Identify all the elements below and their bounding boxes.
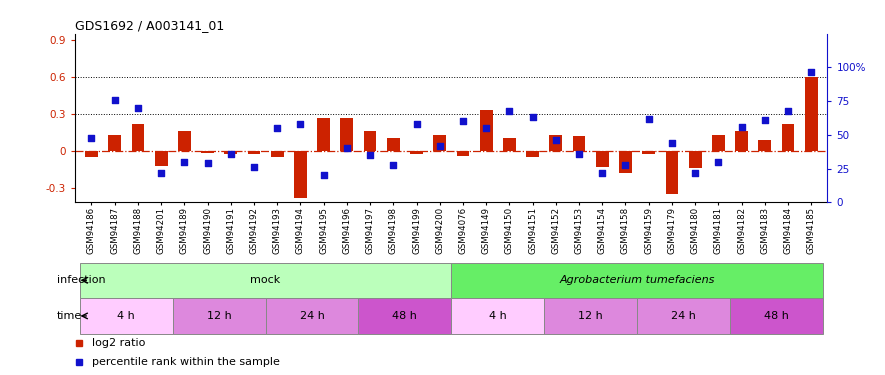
Point [804,69,819,75]
Point [549,137,563,143]
Bar [527,151,539,157]
Bar [108,135,121,151]
Bar [451,298,544,334]
Text: 24 h: 24 h [671,311,696,321]
Bar [410,151,423,154]
Bar [804,77,818,151]
Text: 12 h: 12 h [207,311,232,321]
Bar [480,110,493,151]
Bar [178,131,191,151]
Bar [358,298,451,334]
Bar [266,298,358,334]
Bar [689,151,702,168]
Point [642,116,656,122]
Text: log2 ratio: log2 ratio [92,338,145,348]
Bar [155,151,167,165]
Point [735,124,749,130]
Point [201,160,215,166]
Bar [730,298,823,334]
Point [596,170,610,176]
Bar [85,151,98,157]
Bar [341,117,353,151]
Point [410,121,424,127]
Point [84,135,98,141]
Point [154,170,168,176]
Bar [712,135,725,151]
Point [386,162,400,168]
Point [270,125,284,131]
Point [340,146,354,152]
Point [688,170,702,176]
Bar [637,298,730,334]
Point [758,117,772,123]
Text: 4 h: 4 h [118,311,135,321]
Point [131,105,145,111]
Point [247,164,261,170]
Bar [666,151,678,194]
Bar [294,151,307,198]
Point [665,140,679,146]
Bar [434,135,446,151]
Bar [132,124,144,151]
Point [781,108,795,114]
Bar [457,151,469,156]
Bar [80,298,173,334]
Bar [596,151,609,167]
Point [456,118,470,124]
Bar [735,131,748,151]
Point [503,108,517,114]
Point [317,172,331,178]
Point [572,151,586,157]
Text: 48 h: 48 h [764,311,789,321]
Bar [387,138,400,151]
Bar [225,151,237,154]
Text: 24 h: 24 h [300,311,325,321]
Text: 4 h: 4 h [489,311,506,321]
Point [177,159,191,165]
Point [479,125,493,131]
Point [293,121,307,127]
Bar [201,151,214,153]
Bar [620,151,632,173]
Bar [173,298,266,334]
Point [526,114,540,120]
Bar [317,117,330,151]
Bar [758,140,771,151]
Point [363,152,377,158]
Bar [643,151,655,154]
Text: infection: infection [57,275,105,285]
Text: 12 h: 12 h [578,311,603,321]
Bar [248,151,260,154]
Point [712,159,726,165]
Bar [781,124,795,151]
Point [619,162,633,168]
Point [433,143,447,149]
Point [224,151,238,157]
Text: mock: mock [250,275,281,285]
Bar [573,136,586,151]
Bar [80,262,451,298]
Text: percentile rank within the sample: percentile rank within the sample [92,357,280,367]
Bar [364,131,376,151]
Bar [544,298,637,334]
Bar [271,151,283,157]
Bar [451,262,823,298]
Text: Agrobacterium tumefaciens: Agrobacterium tumefaciens [559,275,715,285]
Bar [503,138,516,151]
Bar [550,135,562,151]
Text: time: time [57,311,82,321]
Text: GDS1692 / A003141_01: GDS1692 / A003141_01 [75,19,225,32]
Point [108,97,122,103]
Text: 48 h: 48 h [392,311,418,321]
